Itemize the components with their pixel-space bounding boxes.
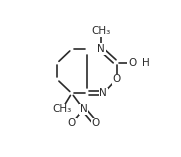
Text: H: H [143,58,150,68]
Text: O: O [68,119,76,128]
Text: N: N [97,44,105,54]
Text: H: H [142,58,149,68]
Text: O: O [128,58,136,68]
Text: O: O [91,119,100,128]
Text: O: O [112,74,121,84]
Text: N: N [80,104,88,114]
Text: N: N [99,88,107,98]
Text: CH₃: CH₃ [52,104,71,114]
Text: CH₃: CH₃ [92,26,111,36]
